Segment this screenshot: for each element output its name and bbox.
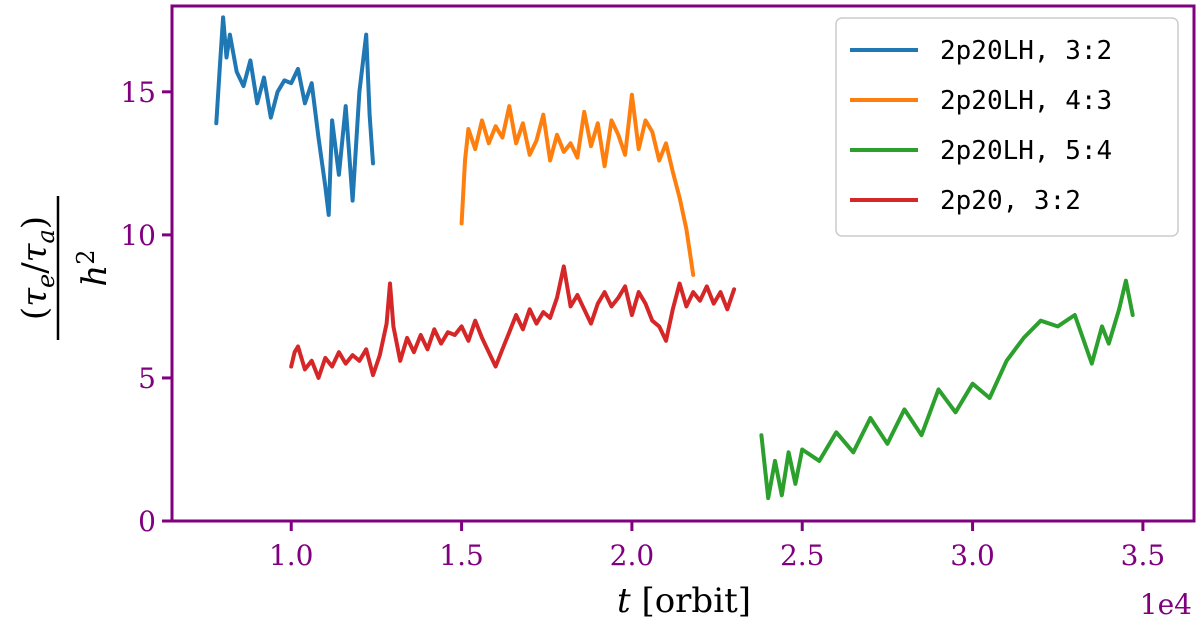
y-tick-label: 0 xyxy=(138,505,156,538)
series-line-4 xyxy=(289,264,737,380)
legend-box xyxy=(835,17,1179,237)
plot-lines xyxy=(214,15,1135,501)
plot-frame xyxy=(170,4,1196,523)
y-tick-label: 10 xyxy=(120,219,156,252)
x-tick-label: 1.0 xyxy=(269,539,314,572)
y-tick-label: 15 xyxy=(120,76,156,109)
x-tick-label: 3.5 xyxy=(1121,539,1166,572)
series-line-3 xyxy=(759,278,1135,501)
axis-ticks: 1.0 1.5 2.0 2.5 3.0 3.5 0 5 10 15 xyxy=(120,76,1165,572)
y-axis-label: (τe/τa) h2 xyxy=(15,196,115,340)
x-tick-label: 2.5 xyxy=(780,539,825,572)
series-line-2 xyxy=(459,92,696,277)
legend-label: 2p20, 3:2 xyxy=(940,186,1081,216)
y-axis-label-numerator: (τe/τa) xyxy=(15,216,60,320)
x-axis-label-unit: [orbit] xyxy=(631,581,751,621)
x-tick-label: 1.5 xyxy=(439,539,484,572)
x-axis-label-variable: t xyxy=(617,581,631,621)
x-tick-label: 3.0 xyxy=(950,539,995,572)
legend: 2p20LH, 3:2 2p20LH, 4:3 2p20LH, 5:4 2p20, 3… xyxy=(835,17,1179,237)
legend-label: 2p20LH, 4:3 xyxy=(940,86,1112,116)
y-axis-label-denominator: h2 xyxy=(72,249,115,286)
legend-label: 2p20LH, 5:4 xyxy=(940,136,1112,166)
x-axis-label: t [orbit] xyxy=(617,581,751,621)
x-axis-offset-label: 1e4 xyxy=(1140,588,1192,621)
series-line-1 xyxy=(214,15,375,217)
legend-label: 2p20LH, 3:2 xyxy=(940,36,1112,66)
x-tick-label: 2.0 xyxy=(610,539,655,572)
y-tick-label: 5 xyxy=(138,362,156,395)
